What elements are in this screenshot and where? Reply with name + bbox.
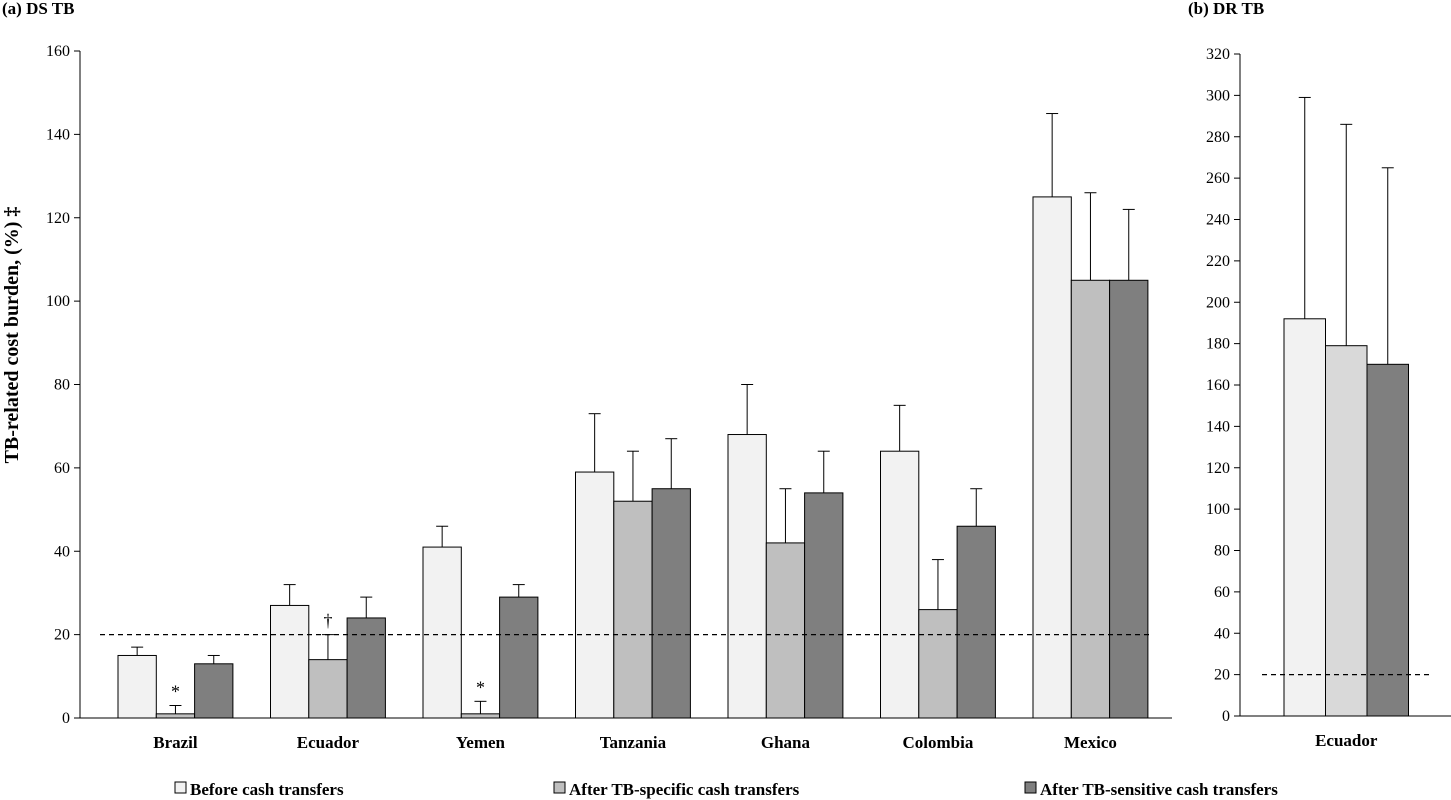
- panel-a-category-label: Yemen: [456, 733, 506, 752]
- panel-a-y-tick-label: 120: [46, 210, 70, 227]
- panel-b-y-tick-label: 40: [1214, 625, 1230, 642]
- panel-a-bar: [804, 492, 844, 719]
- panel-a-bar: [765, 542, 806, 719]
- legend-swatch: [553, 781, 566, 794]
- panel-b: 0 20 40 60 80 100 120 140 160 180 200 220 240 260 280 3…: [1206, 46, 1451, 750]
- panel-a-y-tick-label: 20: [54, 627, 70, 644]
- panel-b-title: (b) DR TB: [1188, 0, 1264, 18]
- legend-swatch: [1024, 781, 1037, 794]
- legend-label: After TB-specific cash transfers: [569, 780, 800, 799]
- panel-a-bar: [117, 654, 157, 719]
- legend-swatch: [174, 781, 187, 794]
- panel-a-category-label: Mexico: [1064, 733, 1117, 752]
- panel-a-title: (a) DS TB: [2, 0, 74, 18]
- legend: Before cash transfers After TB-specific c…: [174, 780, 1278, 799]
- legend-label: After TB-sensitive cash transfers: [1040, 780, 1278, 799]
- y-axis-label: TB-related cost burden, (%) ‡: [1, 207, 23, 464]
- panel-a-category-label: Colombia: [903, 733, 974, 752]
- panel-b-y-tick-label: 60: [1214, 584, 1230, 601]
- panel-a-bar: [270, 604, 310, 719]
- panel-b-y-tick-label: 80: [1214, 543, 1230, 560]
- panel-a-bar: [1109, 279, 1149, 719]
- panel-b-y-tick-label: 140: [1206, 418, 1230, 435]
- panel-a-bar: [460, 713, 501, 719]
- panel-a-y-tick-label: 0: [62, 710, 70, 727]
- panel-a-bar: [308, 659, 348, 719]
- panel-b-y-tick-label: 100: [1206, 501, 1230, 518]
- panel-a-bar: [155, 713, 196, 719]
- panel-a-bar: [1032, 196, 1072, 719]
- panel-a-bar: [346, 617, 386, 719]
- panel-a-y-tick-label: 40: [54, 543, 70, 560]
- panel-a-y-tick-label: 80: [54, 377, 70, 394]
- panel-b-y-tick-label: 200: [1206, 294, 1230, 311]
- panel-b-y-tick-label: 180: [1206, 336, 1230, 353]
- panel-b-bar: [1325, 345, 1368, 717]
- panel-a-bar: [918, 609, 958, 719]
- panel-a-bar: [956, 525, 996, 719]
- panel-a-bar: [727, 434, 767, 719]
- panel-b-y-tick-label: 300: [1206, 87, 1230, 104]
- panel-a-bar: [651, 488, 691, 719]
- panel-a-bar: [422, 546, 462, 719]
- panel-a: 0 20 40 60 80 100 120 140 160 Brazil Ecuador Yemen T…: [46, 43, 1172, 752]
- panel-a-bar: [499, 596, 539, 719]
- panel-b-y-tick-label: 280: [1206, 129, 1230, 146]
- panel-b-bar: [1366, 363, 1409, 717]
- legend-label: Before cash transfers: [190, 780, 344, 799]
- panel-a-significance-marker: *: [171, 681, 180, 701]
- panel-a-y-tick-label: 100: [46, 293, 70, 310]
- panel-b-y-tick-label: 20: [1214, 667, 1230, 684]
- panel-a-y-tick-label: 160: [46, 43, 70, 60]
- panel-a-bar: [613, 500, 653, 719]
- panel-a-significance-marker: †: [323, 611, 332, 631]
- panel-b-y-tick-label: 240: [1206, 212, 1230, 229]
- panel-a-category-label: Ghana: [761, 733, 811, 752]
- panel-a-significance-marker: *: [476, 677, 485, 697]
- panel-b-y-tick-label: 260: [1206, 170, 1230, 187]
- panel-a-y-tick-label: 60: [54, 460, 70, 477]
- panel-b-y-tick-label: 220: [1206, 253, 1230, 270]
- panel-a-bar: [1070, 279, 1111, 719]
- panel-a-bar: [575, 471, 615, 719]
- panel-b-y-tick-label: 0: [1222, 708, 1230, 725]
- panel-a-category-label: Brazil: [153, 733, 198, 752]
- panel-a-category-label: Ecuador: [297, 733, 360, 752]
- panel-a-category-label: Tanzania: [600, 733, 667, 752]
- panel-a-bar: [880, 450, 920, 719]
- panel-a-bar: [194, 663, 234, 719]
- panel-b-bar: [1283, 318, 1326, 717]
- panel-b-y-tick-label: 120: [1206, 460, 1230, 477]
- panel-b-y-tick-label: 320: [1206, 46, 1230, 63]
- panel-a-y-tick-label: 140: [46, 126, 70, 143]
- panel-b-category-label: Ecuador: [1315, 731, 1378, 750]
- panel-b-y-tick-label: 160: [1206, 377, 1230, 394]
